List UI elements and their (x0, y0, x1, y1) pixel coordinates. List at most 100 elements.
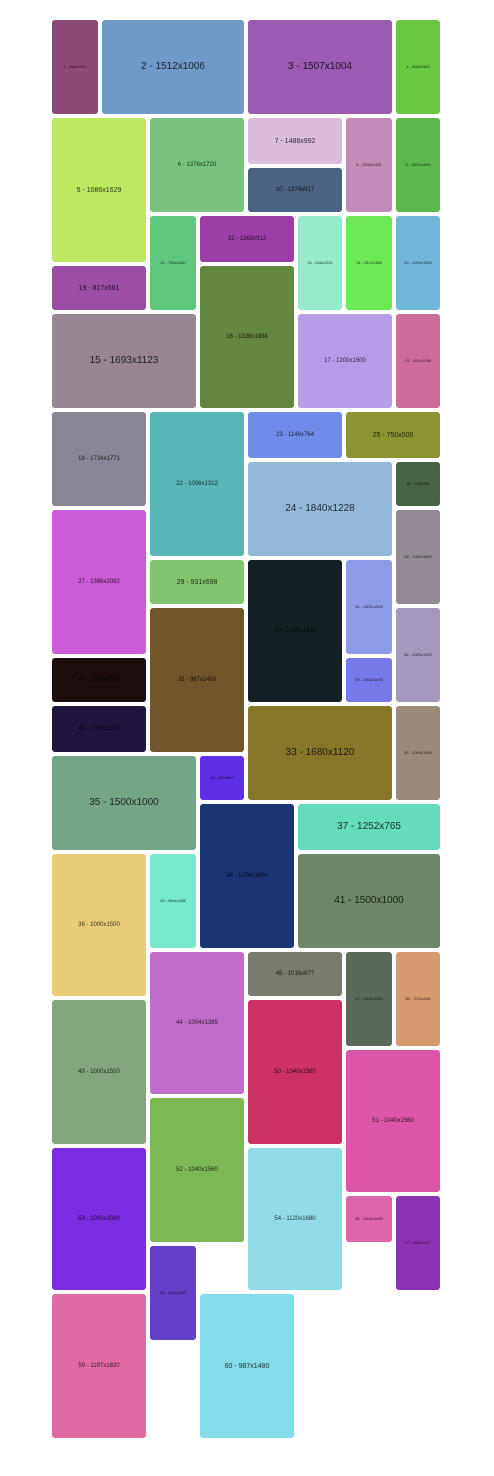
tile-label: 19 - 817x561 (78, 284, 120, 292)
tile-label: 50 - 1040x1560 (274, 1069, 316, 1075)
gallery-tile[interactable]: 45 - 1016x677 (248, 952, 342, 996)
tile-label: 14 - 912x1368 (356, 260, 382, 265)
tile-label: 6 - 1376x1720 (177, 162, 217, 168)
gallery-tile[interactable]: 56 - 1000x1000 (346, 1196, 392, 1242)
gallery-tile[interactable]: 43 - 1000x1500 (52, 658, 146, 702)
tile-label: 11 - 708x1060 (160, 260, 186, 265)
gallery-tile[interactable]: 14 - 912x1368 (346, 216, 392, 310)
tile-label: 55 - 700x1084 (405, 996, 431, 1001)
tile-label: 59 - 1197x1820 (78, 1363, 120, 1369)
gallery-tile[interactable]: 27 - 1396x2092 (52, 510, 146, 654)
tile-label: 8 - 1000x1331 (356, 162, 382, 167)
tile-label: 21 - 931x1398 (405, 358, 431, 363)
gallery-tile[interactable]: 53 - 1000x1500 (52, 1148, 146, 1290)
gallery-tile[interactable]: 3 - 1507x1004 (248, 20, 392, 114)
gallery-tile[interactable]: 8 - 1000x1331 (346, 118, 392, 212)
tile-label: 20 - 1000x1500 (404, 260, 432, 265)
tile-label: 13 - 836x1291 (307, 260, 333, 265)
tile-label: 34 - 1000x1500 (404, 652, 432, 657)
gallery-tile[interactable]: 51 - 1040x1560 (346, 1050, 440, 1192)
tile-label: 49 - 1000x1500 (78, 1069, 120, 1075)
gallery-tile[interactable]: 21 - 931x1398 (396, 314, 440, 408)
tile-label: 36 - 1078x1600 (226, 873, 268, 879)
tile-label: 3 - 1507x1004 (288, 61, 352, 72)
tile-label: 48 - 800x800 (210, 775, 234, 780)
tile-label: 17 - 1200x1500 (324, 358, 366, 364)
gallery-tile[interactable]: 60 - 987x1480 (200, 1294, 294, 1438)
gallery-tile[interactable]: 33 - 1680x1120 (248, 706, 392, 800)
tile-label: 31 - 1000x1500 (355, 604, 383, 609)
gallery-tile[interactable]: 6 - 1376x1720 (150, 118, 244, 212)
gallery-tile[interactable]: 28 - 1000x1500 (396, 510, 440, 604)
gallery-tile[interactable]: 52 - 1040x1560 (150, 1098, 244, 1242)
gallery-tile[interactable]: 7 - 1488x992 (248, 118, 342, 164)
tile-label: 57 - 640x1417 (405, 1240, 431, 1245)
gallery-tile[interactable]: 31 - 1000x1500 (346, 560, 392, 654)
gallery-tile[interactable]: 40 - 984x1286 (150, 854, 196, 948)
gallery-tile[interactable]: 26 - 700x700 (396, 462, 440, 506)
tile-label: 43 - 1000x1500 (78, 677, 120, 683)
tile-label: 38 - 1000x1500 (78, 922, 120, 928)
gallery-tile[interactable]: 34 - 1000x1500 (396, 608, 440, 702)
gallery-tile[interactable]: 17 - 1200x1500 (298, 314, 392, 408)
gallery-tile[interactable]: 1 - 958x1000 (52, 20, 98, 114)
gallery-tile[interactable]: 41 - 1500x1000 (298, 854, 440, 948)
gallery-tile[interactable]: 9 - 1000x1500 (396, 118, 440, 212)
tile-label: 37 - 1252x765 (337, 821, 401, 832)
gallery-tile[interactable]: 13 - 836x1291 (298, 216, 342, 310)
tile-label: 12 - 1368x912 (227, 236, 267, 242)
gallery-tile[interactable]: 29 - 931x698 (150, 560, 244, 604)
gallery-tile[interactable]: 59 - 1197x1820 (52, 1294, 146, 1438)
tile-label: 32 - 987x1450 (177, 677, 217, 683)
gallery-tile[interactable]: 2 - 1512x1006 (102, 20, 244, 114)
gallery-tile[interactable]: 57 - 640x1417 (396, 1196, 440, 1290)
gallery-tile[interactable]: 11 - 708x1060 (150, 216, 196, 310)
gallery-tile[interactable]: 49 - 1000x1500 (52, 1000, 146, 1144)
gallery-tile[interactable]: 58 - 813x1383 (150, 1246, 196, 1340)
gallery-tile[interactable]: 10 - 1374x917 (248, 168, 342, 212)
gallery-tile[interactable]: 50 - 1040x1560 (248, 1000, 342, 1144)
gallery-tile[interactable]: 35 - 1500x1000 (52, 756, 196, 850)
tile-label: 18 - 1734x1771 (78, 456, 120, 462)
gallery-tile[interactable]: 44 - 1004x1385 (150, 952, 244, 1094)
gallery-tile[interactable]: 32 - 987x1450 (150, 608, 244, 752)
gallery-tile[interactable]: 22 - 1006x1312 (150, 412, 244, 556)
gallery-tile[interactable]: 30 - 1000x1500 (248, 560, 342, 702)
tile-label: 40 - 984x1286 (160, 898, 186, 903)
tile-label: 26 - 700x700 (406, 481, 430, 486)
gallery-tile[interactable]: 46 - 1000x1500 (52, 706, 146, 752)
gallery-tile[interactable]: 20 - 1000x1500 (396, 216, 440, 310)
tile-label: 60 - 987x1480 (224, 1362, 270, 1370)
gallery-tile[interactable]: 15 - 1693x1123 (52, 314, 196, 408)
gallery-tile[interactable]: 19 - 817x561 (52, 266, 146, 310)
tile-label: 15 - 1693x1123 (89, 355, 159, 366)
tile-label: 30 - 1000x1500 (274, 628, 316, 634)
tile-label: 23 - 1146x764 (276, 432, 314, 438)
tile-label: 44 - 1004x1385 (176, 1020, 218, 1026)
tile-label: 5 - 1086x1629 (76, 186, 122, 194)
gallery-tile[interactable]: 18 - 1734x1771 (52, 412, 146, 506)
gallery-tile[interactable]: 4 - 600x1500 (396, 20, 440, 114)
tile-label: 22 - 1006x1312 (176, 481, 218, 487)
tile-label: 2 - 1512x1006 (141, 61, 205, 72)
gallery-tile[interactable]: 16 - 1326x1988 (200, 266, 294, 408)
gallery-tile[interactable]: 55 - 700x1084 (396, 952, 440, 1046)
tile-label: 1 - 958x1000 (63, 64, 87, 69)
tile-label: 4 - 600x1500 (406, 64, 430, 69)
gallery-tile[interactable]: 23 - 1146x764 (248, 412, 342, 458)
gallery-tile[interactable]: 48 - 800x800 (200, 756, 244, 800)
gallery-tile[interactable]: 39 - 1000x1000 (346, 658, 392, 702)
gallery-tile[interactable]: 42 - 1000x1500 (396, 706, 440, 800)
gallery-tile[interactable]: 47 - 1000x1500 (346, 952, 392, 1046)
tile-label: 56 - 1000x1000 (355, 1216, 383, 1221)
gallery-tile[interactable]: 37 - 1252x765 (298, 804, 440, 850)
gallery-tile[interactable]: 38 - 1000x1500 (52, 854, 146, 996)
gallery-tile[interactable]: 5 - 1086x1629 (52, 118, 146, 262)
gallery-tile[interactable]: 25 - 750x500 (346, 412, 440, 458)
gallery-tile[interactable]: 24 - 1840x1228 (248, 462, 392, 556)
gallery-tile[interactable]: 54 - 1120x1680 (248, 1148, 342, 1290)
tile-label: 16 - 1326x1988 (226, 334, 268, 340)
gallery-tile[interactable]: 12 - 1368x912 (200, 216, 294, 262)
gallery-tile[interactable]: 36 - 1078x1600 (200, 804, 294, 948)
